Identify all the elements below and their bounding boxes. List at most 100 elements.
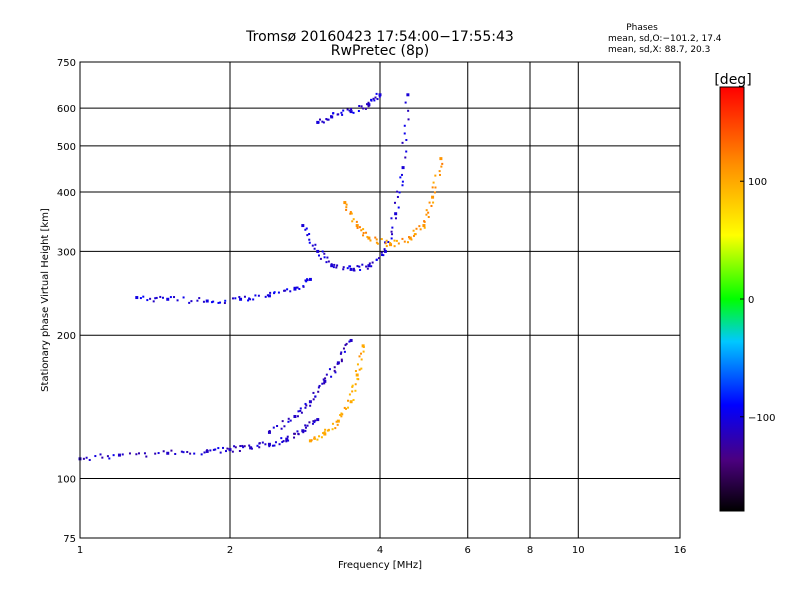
echo-point	[357, 110, 360, 113]
echo-point	[318, 118, 321, 121]
echo-point	[330, 264, 334, 268]
echo-point	[323, 256, 326, 259]
y-tick-label: 200	[57, 331, 76, 342]
echo-point	[203, 451, 206, 454]
echo-point	[322, 121, 325, 124]
echo-point	[321, 120, 324, 123]
echo-point	[348, 340, 351, 343]
echo-point	[228, 448, 232, 452]
echo-point	[407, 118, 410, 121]
echo-point	[432, 201, 435, 204]
echo-point	[210, 301, 213, 304]
colorbar-label: [deg]	[714, 72, 751, 88]
echo-point	[243, 445, 246, 448]
echo-point	[316, 249, 320, 253]
echo-point	[354, 370, 357, 373]
echo-point	[135, 453, 138, 456]
echo-point	[351, 385, 354, 388]
echo-point	[206, 449, 209, 452]
echo-point	[324, 377, 327, 380]
echo-point	[367, 101, 370, 104]
echo-point	[431, 195, 435, 199]
echo-point	[340, 111, 343, 114]
echo-point	[257, 294, 260, 297]
y-tick-label: 600	[57, 104, 76, 115]
echo-point	[362, 107, 365, 110]
echo-point	[193, 452, 196, 455]
echo-point	[268, 430, 271, 433]
echo-point	[427, 211, 430, 214]
echo-point	[284, 289, 287, 292]
echo-point	[212, 300, 215, 303]
echo-point	[219, 451, 222, 454]
echo-point	[138, 452, 141, 455]
echo-point	[339, 352, 342, 355]
echo-point	[432, 181, 435, 184]
echo-point	[313, 437, 316, 440]
echo-point	[408, 236, 412, 240]
echo-point	[403, 240, 406, 243]
echo-point	[423, 226, 426, 229]
echo-point	[344, 407, 347, 410]
echo-point	[358, 105, 361, 108]
echo-point	[425, 209, 428, 212]
echo-point	[374, 236, 377, 239]
echo-point	[299, 407, 302, 410]
echo-point	[376, 98, 379, 101]
echo-point	[399, 176, 402, 179]
echo-point	[370, 98, 373, 101]
echo-point	[188, 301, 191, 304]
echo-point	[401, 166, 405, 170]
echo-point	[367, 105, 370, 108]
echo-point	[296, 286, 299, 289]
echo-point	[264, 295, 267, 298]
echo-point	[333, 369, 336, 372]
echo-point	[401, 141, 404, 144]
echo-point	[397, 206, 400, 209]
echo-point	[325, 118, 328, 121]
echo-point	[404, 156, 407, 159]
y-axis-label: Stationary phase Virtual Height [km]	[40, 208, 51, 392]
echo-point	[305, 404, 308, 407]
echo-point	[146, 299, 149, 302]
echo-point	[224, 450, 227, 453]
echo-point	[365, 231, 368, 234]
colorbar-tick-label: 100	[748, 177, 767, 188]
echo-point	[304, 402, 307, 405]
echo-point	[362, 228, 365, 231]
echo-point	[308, 400, 312, 404]
echo-point	[304, 228, 307, 231]
plot-frame	[79, 61, 681, 539]
echo-point	[362, 350, 365, 353]
echo-point	[345, 206, 348, 209]
echo-point	[396, 190, 399, 193]
echo-point	[305, 280, 308, 283]
echo-point	[413, 233, 416, 236]
echo-point	[438, 170, 441, 173]
echo-point	[391, 233, 394, 236]
echo-point	[336, 419, 339, 422]
echo-point	[312, 420, 315, 423]
echo-point	[351, 220, 354, 223]
echo-point	[325, 261, 328, 264]
echo-point	[224, 299, 227, 302]
echo-point	[333, 366, 336, 369]
echo-point	[333, 263, 336, 266]
echo-point	[366, 267, 369, 270]
echo-point	[327, 260, 330, 263]
echo-point	[346, 108, 349, 111]
echo-point	[308, 238, 311, 241]
echo-point	[314, 395, 317, 398]
echo-point	[327, 428, 330, 431]
echo-point	[376, 242, 379, 245]
echo-point	[234, 446, 237, 449]
echo-point	[320, 436, 323, 439]
echo-point	[296, 430, 299, 433]
echo-point	[176, 299, 179, 302]
echo-point	[354, 389, 357, 392]
echo-point	[397, 242, 400, 245]
echo-point	[281, 420, 284, 423]
echo-point	[360, 358, 363, 361]
echo-point	[325, 373, 328, 376]
echo-point	[139, 297, 142, 300]
